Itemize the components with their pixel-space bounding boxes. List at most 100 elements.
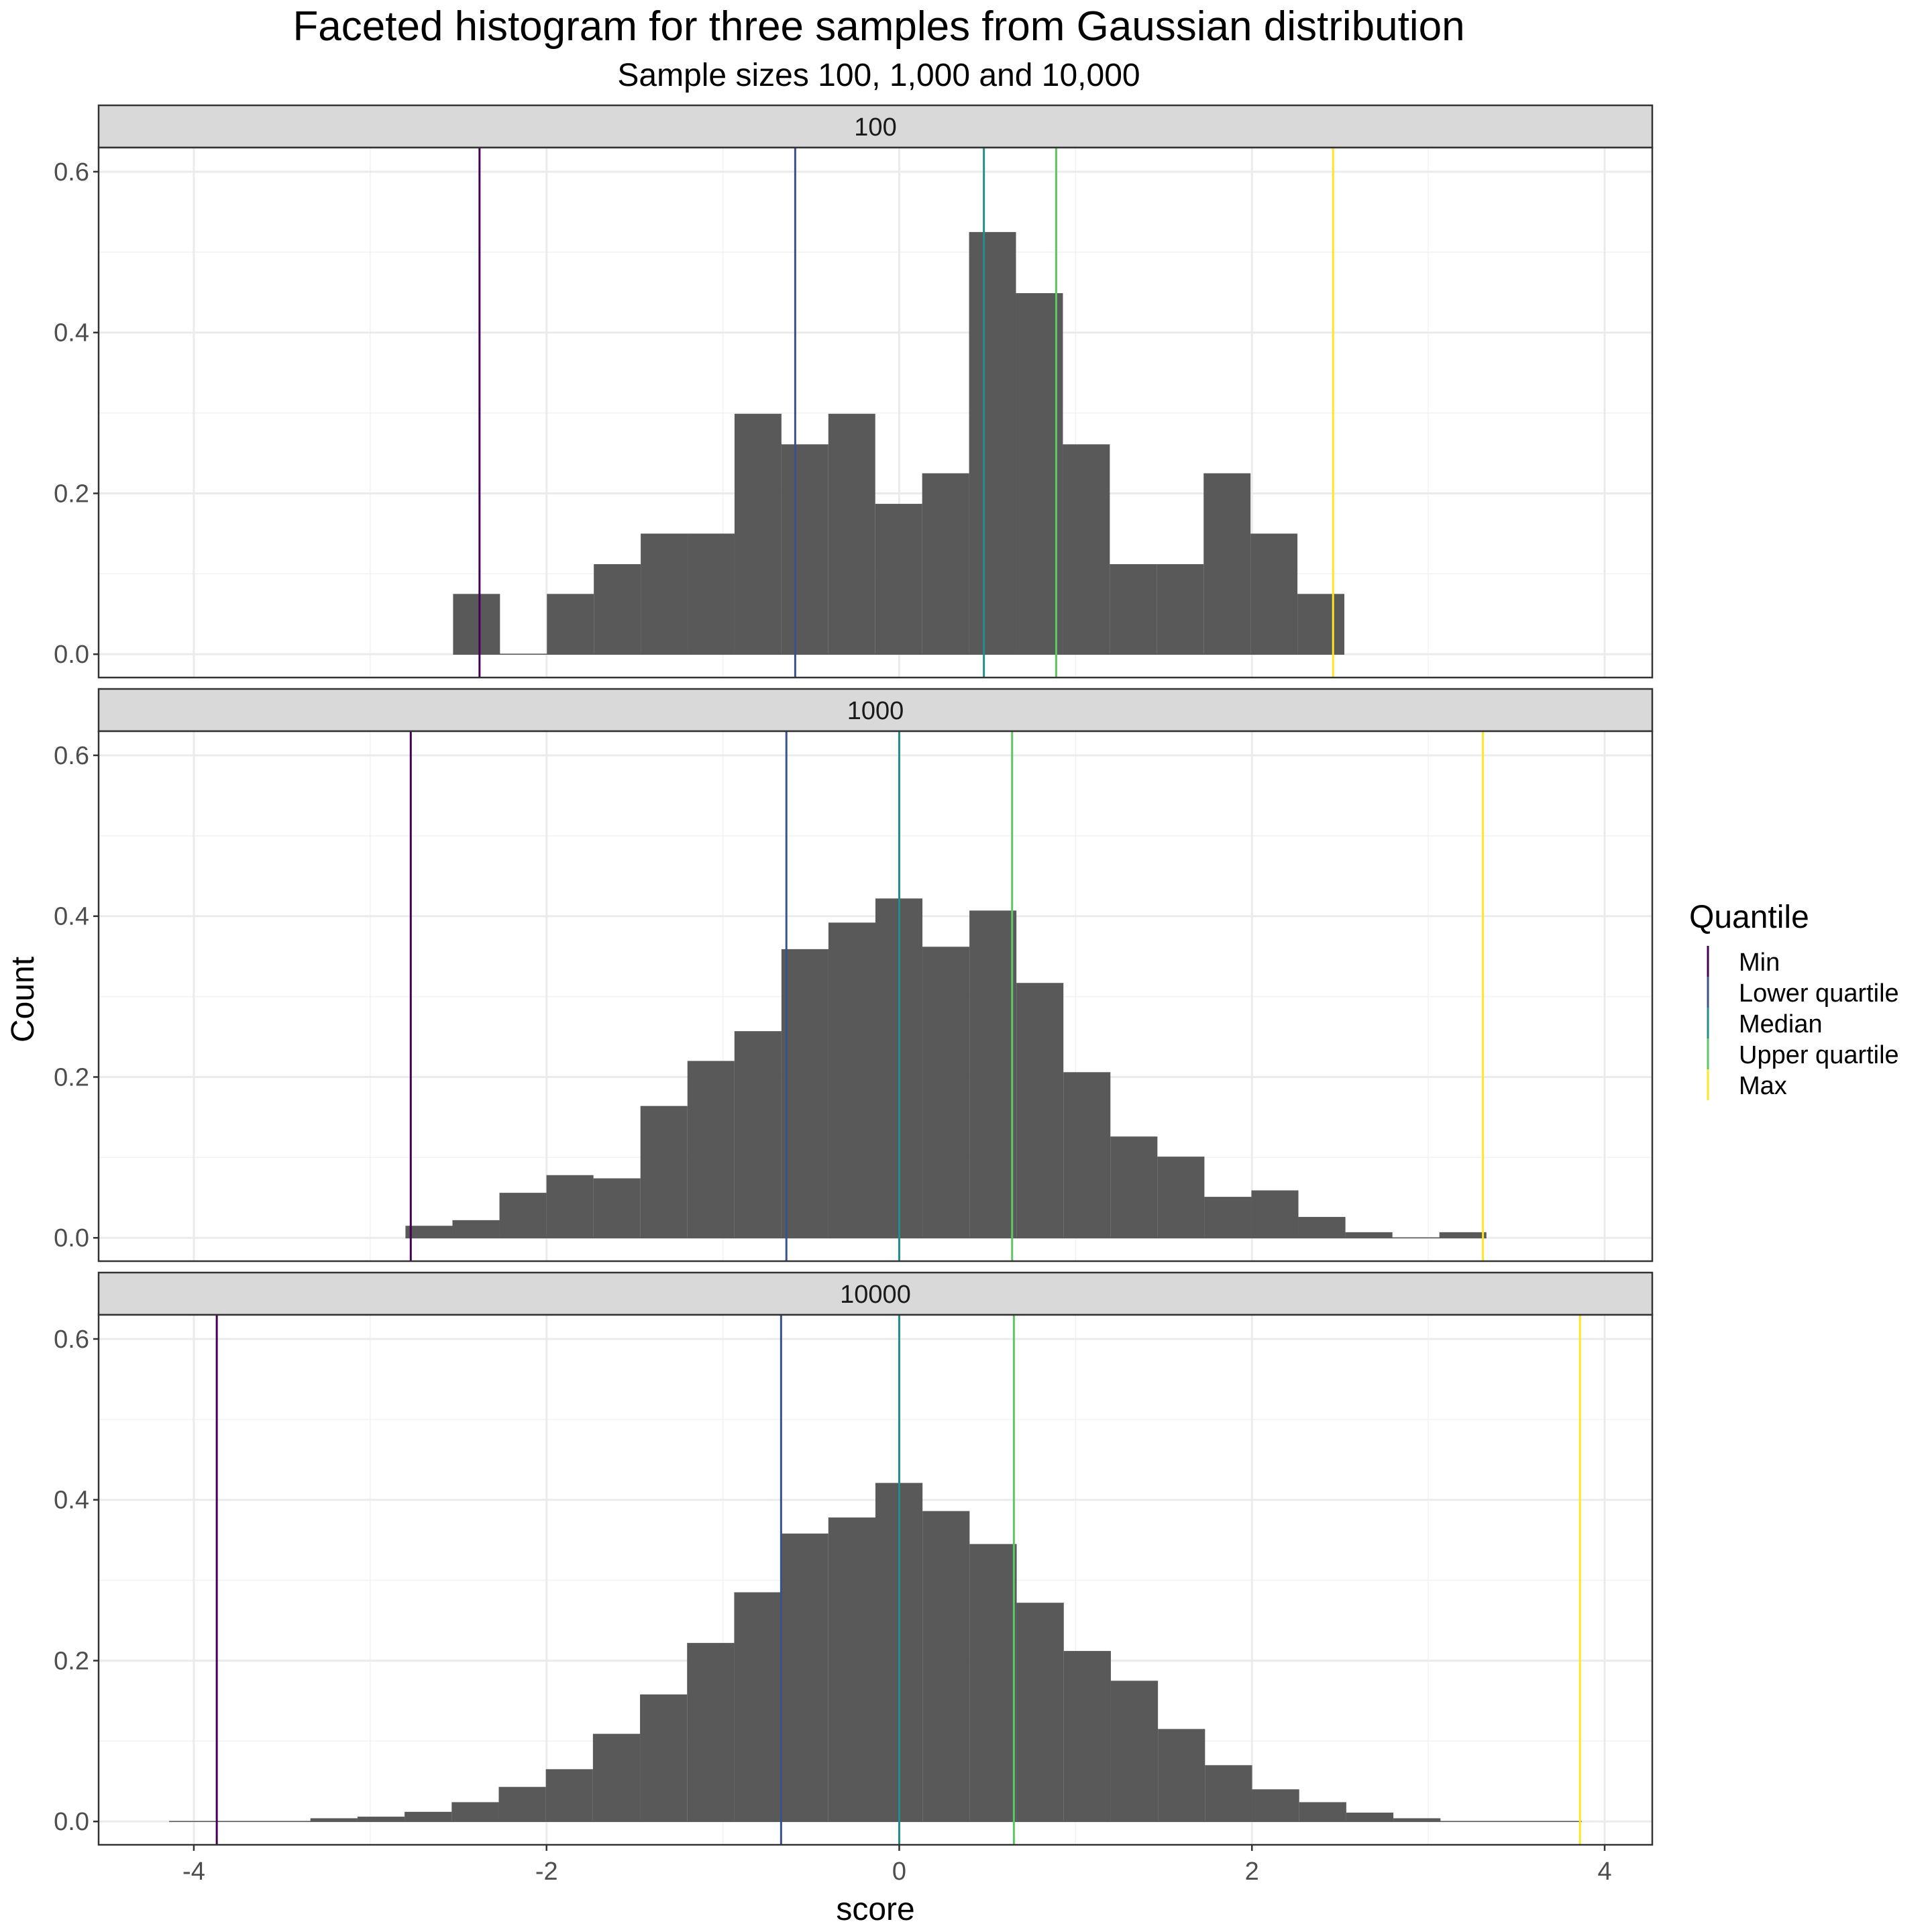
histogram-bar: [594, 564, 641, 655]
facet-panel-10000: 10000 0.0 0.2 0.4 0.6: [54, 1271, 1654, 1846]
histogram-bar: [1157, 1157, 1205, 1238]
histogram-bar: [547, 594, 594, 655]
y-tick-label: 0.0: [54, 641, 89, 669]
histogram-bar: [734, 413, 782, 655]
x-tick-label: 0: [892, 1858, 906, 1886]
histogram-bar: [781, 949, 828, 1238]
legend-item: Median: [1707, 1008, 1823, 1038]
legend-item: Max: [1707, 1069, 1787, 1100]
facet-strip: [97, 1271, 1654, 1316]
legend-item: Upper quartile: [1707, 1038, 1899, 1069]
histogram-bar: [310, 1818, 358, 1822]
histogram-bar: [1250, 533, 1298, 655]
facet-strip: [97, 688, 1654, 733]
histogram-bar: [1110, 1136, 1158, 1238]
histogram-bar: [405, 1811, 452, 1822]
legend-label: Min: [1739, 949, 1780, 977]
histogram-bar: [452, 1220, 500, 1238]
panel-border: [97, 1313, 1654, 1846]
histogram-bar: [969, 231, 1016, 655]
histogram-bar: [1345, 1232, 1393, 1238]
histogram-bar: [1205, 1765, 1252, 1822]
panel-border: [97, 730, 1654, 1263]
legend-label: Lower quartile: [1739, 979, 1899, 1008]
histogram-bar: [640, 1106, 688, 1238]
chart-subtitle: Sample sizes 100, 1,000 and 10,000: [617, 58, 1140, 93]
histogram-bar: [1297, 594, 1345, 655]
y-tick-label: 0.4: [54, 319, 89, 347]
histogram-bar: [545, 1769, 593, 1822]
histogram-bar: [1110, 1680, 1159, 1822]
y-tick-label: 0.6: [54, 1326, 89, 1354]
histogram-bar: [687, 1061, 735, 1238]
y-tick-label: 0.6: [54, 742, 89, 770]
histogram-bar: [592, 1733, 641, 1822]
facet-strip-label: 100: [854, 113, 896, 142]
x-tick-label: -4: [182, 1858, 205, 1886]
histogram-bar: [875, 504, 922, 655]
histogram-bar: [1016, 292, 1063, 655]
histogram-bar: [687, 1643, 735, 1822]
y-tick-label: 0.0: [54, 1224, 89, 1252]
histogram-bar: [781, 1534, 828, 1822]
legend-title: Quantile: [1689, 900, 1809, 935]
facet-panels: 100 0.0 0.2 0.4 0.6 1000 0.0 0.2 0.4 0.6 10000 0.0 0…: [54, 104, 1654, 1846]
histogram-bar: [922, 1511, 970, 1822]
histogram-bar: [1346, 1813, 1394, 1822]
histogram-bar: [1158, 1729, 1205, 1822]
histogram-bar: [1252, 1789, 1299, 1822]
y-tick-label: 0.2: [54, 480, 89, 508]
histogram-bar: [969, 1544, 1017, 1822]
histogram-bar: [1016, 1603, 1064, 1822]
x-tick-label: 4: [1597, 1858, 1611, 1886]
facet-strip-label: 10000: [840, 1281, 911, 1309]
histogram-bar: [734, 1592, 782, 1822]
y-tick-label: 0.4: [54, 903, 89, 931]
histogram-bar: [828, 413, 875, 655]
histogram-bar: [451, 1802, 499, 1822]
histogram-bar: [828, 1517, 875, 1822]
histogram-bar: [781, 444, 828, 655]
y-tick-label: 0.4: [54, 1487, 89, 1515]
histogram-bar: [1063, 444, 1110, 655]
histogram-bar: [969, 910, 1017, 1238]
panel-border: [97, 146, 1654, 679]
histogram-bar: [546, 1175, 594, 1238]
histogram-bar: [453, 594, 500, 655]
y-tick-label: 0.6: [54, 158, 89, 186]
histogram-bar: [641, 533, 688, 655]
legend-item: Lower quartile: [1707, 977, 1899, 1008]
histogram-bar: [499, 1193, 547, 1238]
histogram-bar: [688, 533, 735, 655]
histogram-bar: [1203, 473, 1251, 655]
histogram-bar: [922, 947, 970, 1238]
facet-panel-100: 100 0.0 0.2 0.4 0.6: [54, 104, 1654, 679]
chart-title: Faceted histogram for three samples from…: [292, 3, 1464, 50]
histogram-bar: [922, 473, 969, 655]
histogram-bar: [1063, 1651, 1111, 1822]
x-tick-label: -2: [535, 1858, 558, 1886]
histogram-bar: [1299, 1802, 1346, 1822]
facet-strip: [97, 104, 1654, 149]
histogram-bar: [1016, 983, 1064, 1238]
facet-strip-label: 1000: [847, 697, 904, 725]
histogram-bar: [593, 1178, 641, 1238]
histogram-bar: [734, 1031, 782, 1238]
facet-panel-1000: 1000 0.0 0.2 0.4 0.6: [54, 688, 1654, 1263]
histogram-bar: [1251, 1190, 1299, 1238]
histogram-bar: [828, 922, 875, 1238]
histogram-bar: [1204, 1197, 1252, 1238]
y-tick-label: 0.2: [54, 1063, 89, 1091]
histogram-bar: [1063, 1072, 1111, 1238]
legend-label: Upper quartile: [1739, 1041, 1899, 1069]
x-axis: -4 -2 0 2 4: [182, 1845, 1612, 1886]
histogram-bar: [405, 1226, 453, 1238]
y-tick-label: 0.2: [54, 1647, 89, 1675]
legend-label: Max: [1739, 1072, 1787, 1100]
histogram-bar: [640, 1694, 688, 1822]
legend-label: Median: [1739, 1010, 1823, 1038]
histogram-bar: [1439, 1232, 1487, 1238]
histogram-bar: [498, 1786, 546, 1822]
